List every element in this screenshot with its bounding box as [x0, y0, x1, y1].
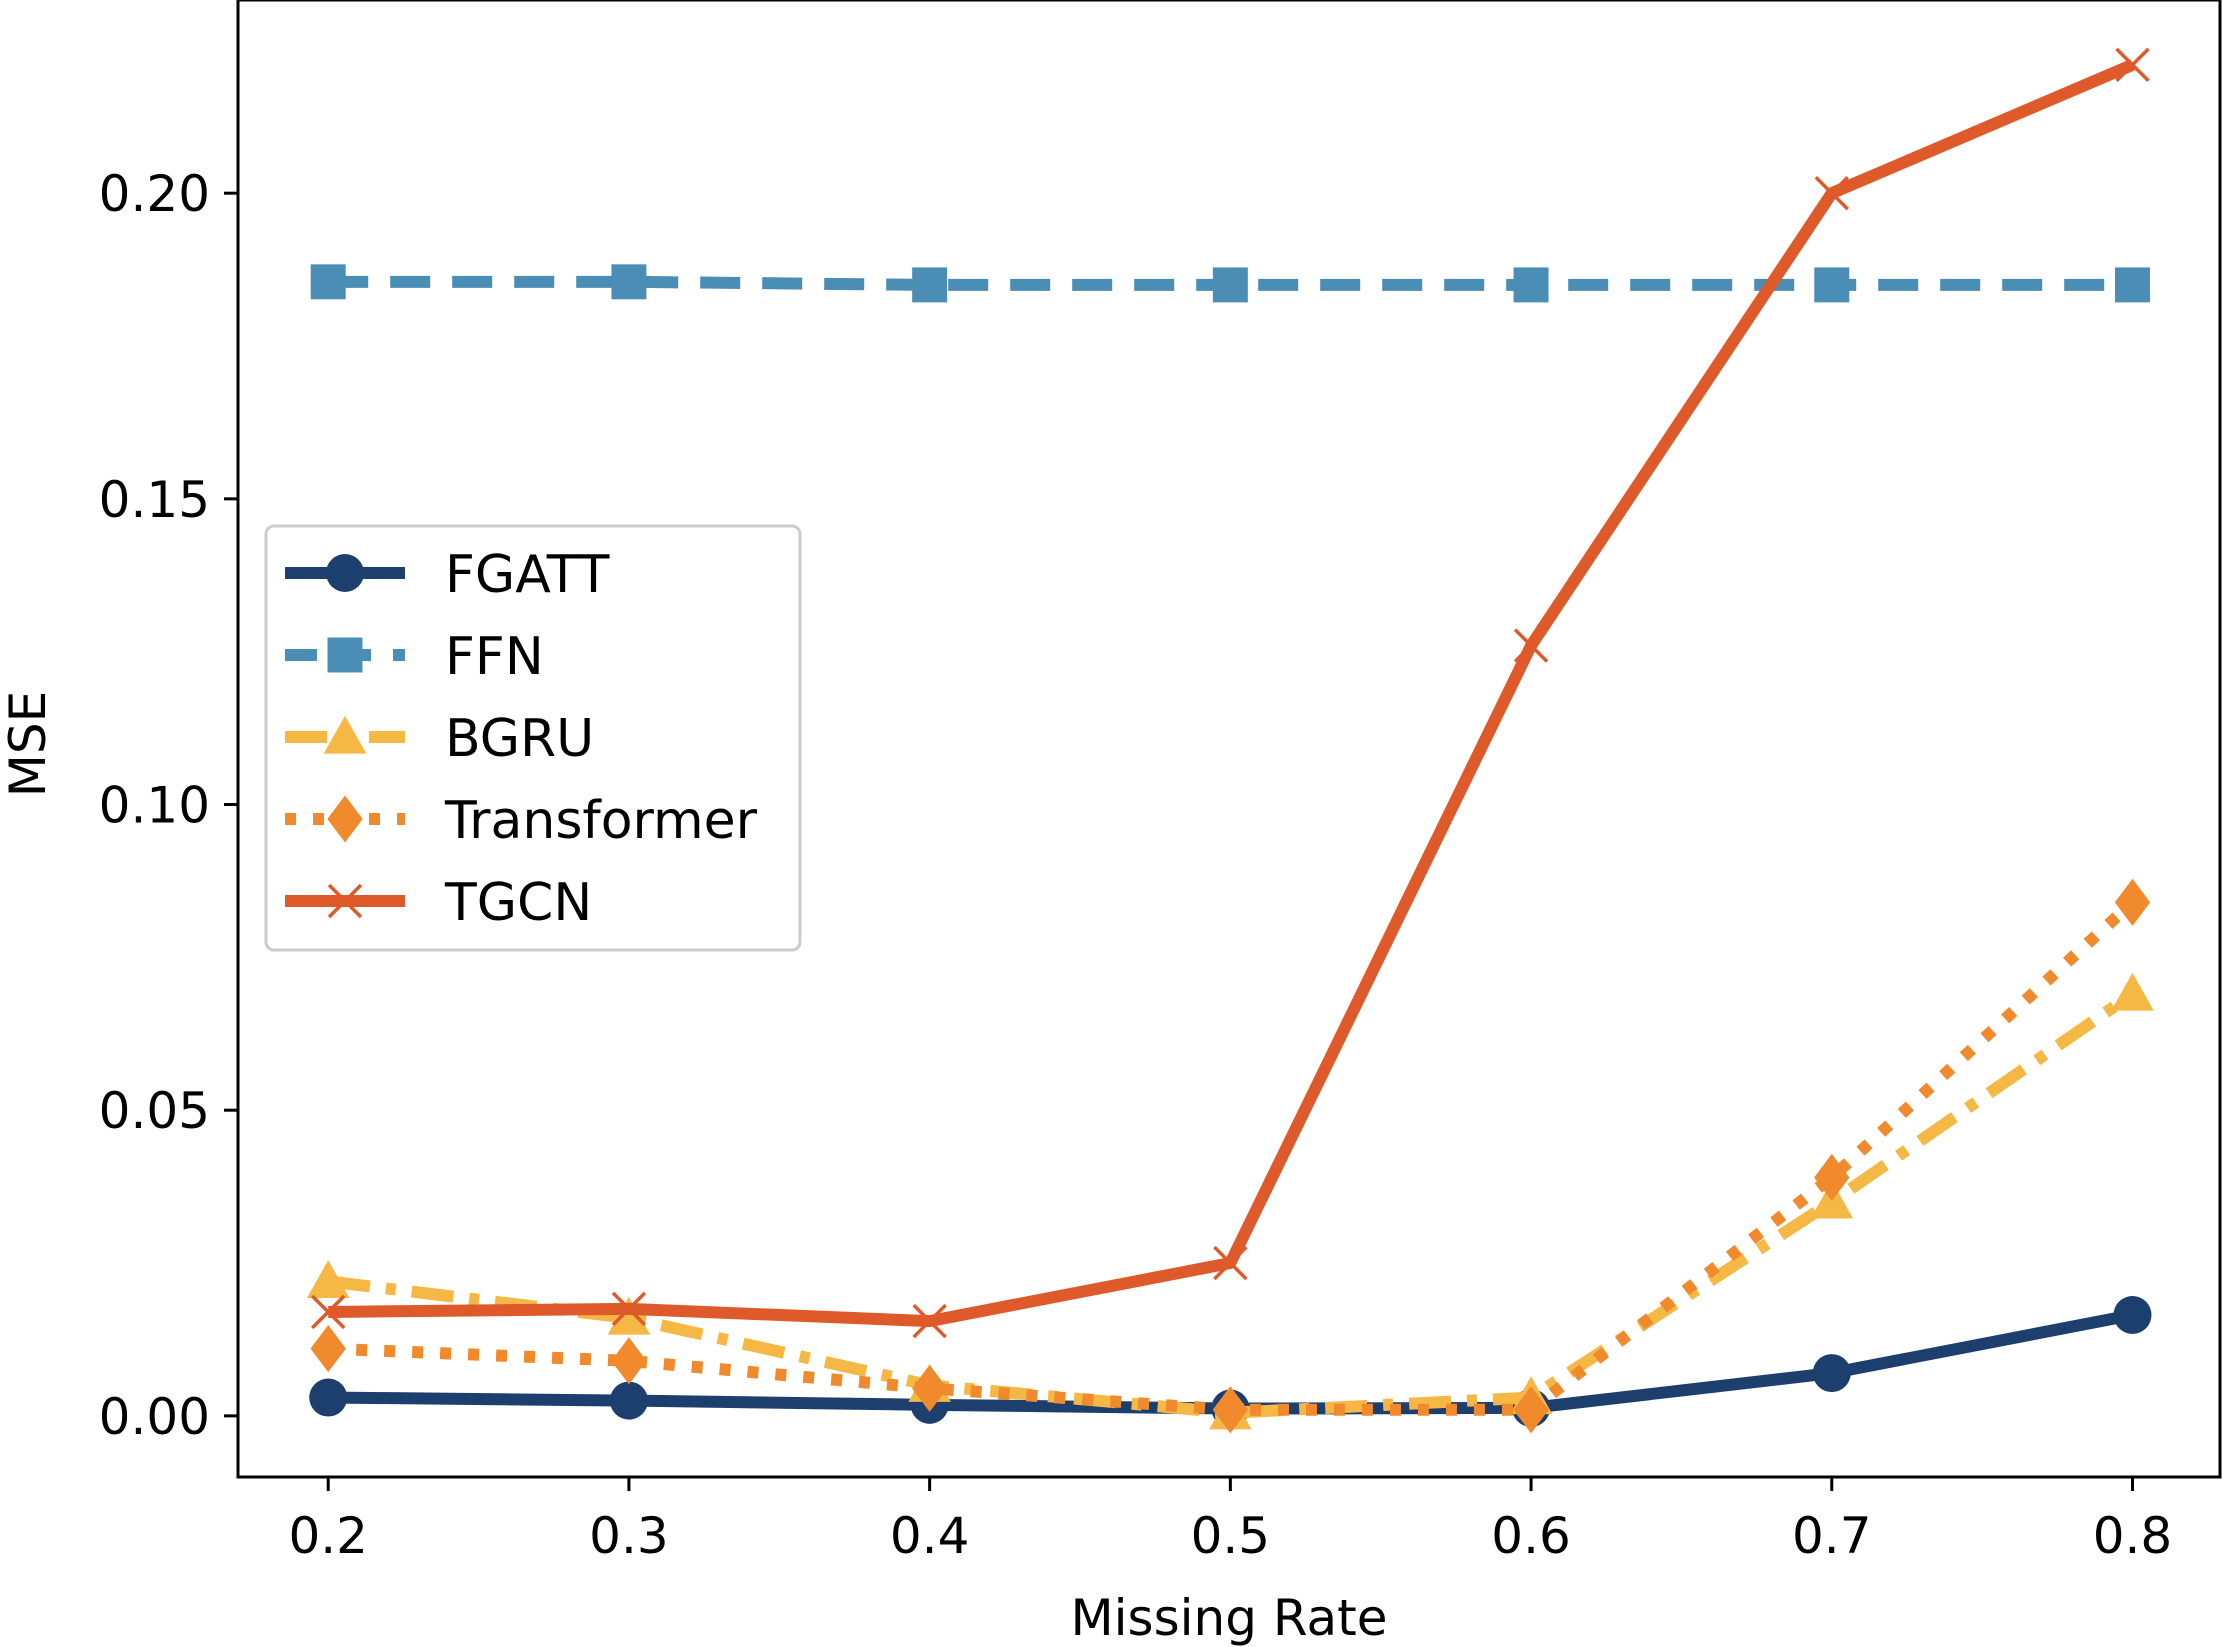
data-point — [2115, 47, 2150, 82]
data-point — [1812, 1354, 1851, 1393]
data-point — [1212, 267, 1248, 303]
data-point — [1212, 1386, 1249, 1434]
data-point — [2115, 267, 2150, 303]
series-transformer — [310, 878, 2151, 1434]
data-point — [611, 264, 647, 300]
y-tick-label: 0.15 — [99, 471, 210, 529]
data-point — [607, 1296, 651, 1335]
data-point — [912, 267, 948, 303]
x-tick-label: 0.4 — [890, 1507, 970, 1565]
data-point — [1814, 267, 1850, 303]
series-layer — [306, 47, 2154, 1434]
data-point — [2113, 1295, 2152, 1334]
data-point — [1814, 1153, 1850, 1202]
legend-label: TGCN — [444, 873, 592, 933]
legend-marker — [327, 795, 363, 843]
legend-marker — [327, 637, 363, 673]
legend-label: FGATT — [445, 545, 610, 605]
data-point — [911, 1364, 948, 1412]
x-tick-label: 0.5 — [1191, 1507, 1271, 1565]
legend-label: FFN — [445, 627, 544, 687]
data-point — [1513, 267, 1549, 303]
data-point — [1213, 1245, 1248, 1281]
legend-frame — [264, 524, 802, 952]
series-tgcn — [311, 47, 2150, 1339]
x-tick-label: 0.8 — [2093, 1507, 2173, 1565]
data-point — [1513, 1386, 1549, 1434]
data-point — [2114, 878, 2151, 926]
legend-entry: BGRU — [285, 709, 594, 769]
legend-marker — [327, 883, 363, 919]
x-tick-label: 0.6 — [1491, 1507, 1571, 1565]
legend-entry: FGATT — [285, 545, 610, 605]
legend-marker — [326, 554, 364, 592]
data-point — [912, 1303, 947, 1339]
legend: FGATT FFN BGRU Transformer TGCN — [264, 524, 802, 952]
x-tick-label: 0.7 — [1792, 1507, 1872, 1565]
data-point — [310, 1325, 346, 1373]
data-point — [2111, 972, 2154, 1011]
data-point — [611, 1337, 647, 1385]
series-ffn — [310, 264, 2150, 303]
legend-label: Transformer — [444, 791, 758, 851]
x-tick-label: 0.2 — [288, 1507, 368, 1565]
legend-marker — [323, 715, 367, 754]
y-tick-label: 0.10 — [99, 777, 210, 835]
legend-entry: Transformer — [285, 791, 758, 851]
data-point — [310, 264, 346, 300]
y-axis-label: MSE — [0, 691, 57, 797]
y-tick-label: 0.20 — [99, 165, 210, 223]
data-point — [609, 1381, 648, 1420]
legend-label: BGRU — [445, 709, 594, 769]
x-tick-label: 0.3 — [589, 1507, 669, 1565]
data-point — [611, 1291, 647, 1327]
data-point — [1513, 628, 1549, 663]
legend-entry: FFN — [285, 627, 544, 687]
data-point — [309, 1378, 348, 1417]
y-tick-label: 0.05 — [99, 1082, 210, 1140]
data-point — [1814, 175, 1849, 211]
data-point — [311, 1294, 346, 1330]
legend-entry: TGCN — [285, 873, 592, 933]
y-tick-label: 0.00 — [99, 1388, 210, 1446]
data-point — [306, 1260, 350, 1298]
ticks-layer: 0.2 0.3 0.4 0.5 0.6 0.7 0.8 0.00 0.05 0.10 0.15 0.2… — [99, 165, 2173, 1565]
x-axis-label: Missing Rate — [1071, 1589, 1388, 1647]
